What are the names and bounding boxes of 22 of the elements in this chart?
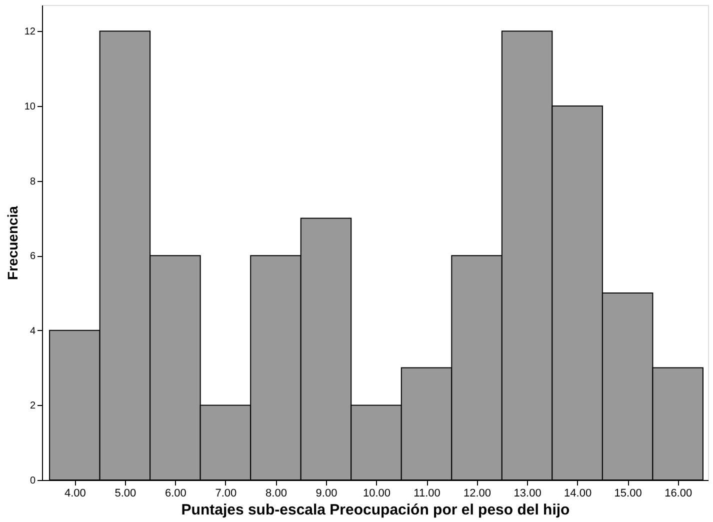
x-tick-label: 9.00 — [316, 488, 338, 500]
x-tick-label: 7.00 — [215, 488, 237, 500]
x-axis-title: Puntajes sub-escala Preocupación por el peso del hijo — [181, 502, 570, 518]
y-tick-label: 6 — [30, 251, 36, 262]
x-tick-label: 11.00 — [414, 488, 440, 500]
x-tick-label: 6.00 — [164, 488, 186, 500]
x-tick-label: 5.00 — [114, 488, 136, 500]
y-tick-label: 4 — [30, 326, 36, 337]
y-tick-label: 2 — [30, 400, 36, 412]
x-tick-label: 8.00 — [266, 488, 287, 500]
y-tick-label: 0 — [30, 476, 36, 486]
x-tick-label: 13.00 — [514, 488, 542, 500]
x-tick-label: 16.00 — [664, 488, 692, 500]
y-tick-label: 8 — [30, 176, 36, 188]
x-tick-label: 15.00 — [614, 488, 642, 500]
x-tick-label: 12.00 — [464, 488, 492, 500]
x-tick-label: 14.00 — [564, 488, 592, 500]
x-tick-label: 4.00 — [64, 488, 86, 500]
y-tick-label: 10 — [24, 101, 36, 112]
y-tick-label: 12 — [24, 26, 36, 38]
y-axis-title: Frecuencia — [4, 206, 20, 280]
x-tick-label: 10.00 — [362, 488, 391, 500]
